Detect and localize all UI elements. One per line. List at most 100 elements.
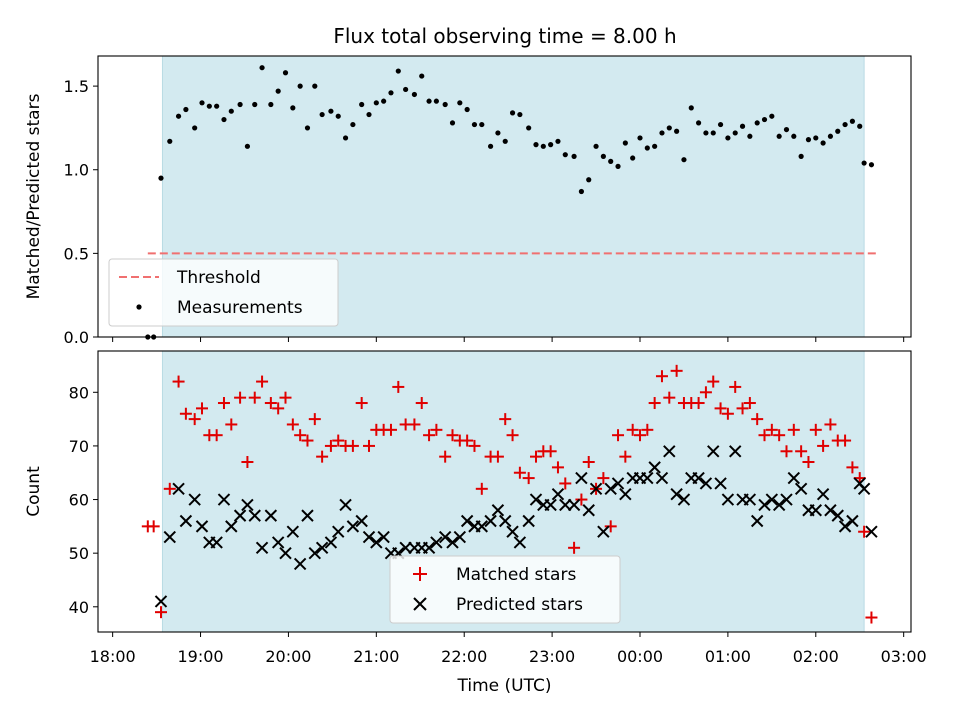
measurement-point: [761, 116, 768, 123]
matched-star-point: [839, 434, 852, 447]
measurement-point: [695, 120, 702, 126]
matched-star-point: [721, 407, 734, 420]
ratio-legend-box: [108, 258, 339, 327]
predicted-star-point: [339, 498, 352, 512]
measurement-point: [776, 133, 782, 139]
measurement-point: [433, 98, 439, 104]
measurement-point: [615, 163, 621, 169]
measurement-point: [688, 105, 694, 111]
measurement-point: [290, 105, 296, 111]
matched-star-point: [286, 418, 299, 431]
matched-star-point: [858, 525, 871, 538]
predicted-star-point: [655, 471, 669, 485]
matched-star-point: [699, 386, 712, 399]
predicted-star-point: [179, 514, 193, 528]
matched-star-point: [529, 450, 542, 463]
predicted-star-point: [677, 493, 691, 506]
measurement-point: [739, 123, 746, 129]
ratio-y-axis-label: Matched/Predicted stars: [24, 93, 44, 299]
measurement-point: [366, 111, 372, 118]
matched-star-point: [551, 461, 564, 474]
matched-star-point: [559, 477, 572, 490]
matched-star-point: [773, 429, 786, 442]
matched-star-point: [597, 472, 610, 485]
measurement-point: [562, 152, 568, 158]
measurement-point: [674, 128, 680, 134]
predicted-star-point: [499, 514, 512, 528]
matched-star-point: [446, 429, 459, 442]
matched-star-point: [758, 429, 771, 442]
matched-star-point: [641, 423, 654, 436]
measurement-point: [495, 130, 501, 136]
measurement-point: [861, 160, 867, 166]
matched-star-point: [279, 391, 292, 404]
x-tick-label: 01:00: [705, 647, 751, 666]
matched-star-point: [324, 439, 337, 452]
measurement-point: [659, 130, 665, 136]
predicted-star-point: [575, 471, 588, 485]
ratio-y-ticks: 0.0 0.5 1.0 1.5: [64, 77, 98, 347]
measurement-point: [710, 130, 716, 136]
y-tick-label: 1.5: [64, 77, 89, 96]
matched-star-point: [751, 413, 764, 426]
matched-star-point: [707, 375, 720, 388]
predicted-star-point: [597, 525, 610, 538]
count-axes-frame: [97, 350, 912, 633]
predicted-star-point: [758, 498, 771, 512]
predicted-star-point: [370, 536, 383, 549]
matched-star-point: [626, 423, 639, 436]
matched-star-point: [612, 429, 625, 442]
ratio-x-ticks: [112, 337, 905, 342]
predicted-star-point: [831, 509, 844, 522]
predicted-star-point: [163, 530, 176, 544]
matched-star-point: [256, 375, 269, 388]
predicted-star-point: [750, 514, 764, 528]
measurement-point: [158, 175, 164, 181]
measurement-point: [526, 125, 532, 131]
predicted-star-point: [809, 504, 822, 517]
count-y-ticks: 40 50 60 70 80: [69, 383, 98, 617]
matched-star-point: [272, 402, 285, 415]
predicted-star-point: [765, 493, 779, 506]
matched-star-point: [544, 445, 557, 458]
matched-star-point: [163, 482, 176, 495]
measurement-point: [754, 120, 760, 126]
measurement-point: [681, 157, 687, 163]
matched-star-point: [787, 423, 800, 436]
predicted-star-point: [865, 525, 878, 538]
measurement-point: [813, 135, 819, 141]
measurement-point: [350, 121, 356, 128]
measurement-point: [319, 111, 325, 118]
predicted-star-point: [233, 509, 247, 522]
predicted-star-point: [692, 471, 705, 485]
predicted-star-point: [308, 546, 322, 560]
predicted-star-point: [604, 482, 617, 496]
predicted-star-point: [430, 536, 443, 549]
measurement-point: [252, 101, 258, 108]
measurement-point: [237, 101, 243, 108]
x-axis-label: Time (UTC): [457, 676, 552, 696]
matched-star-point: [423, 429, 436, 442]
matched-star-point: [154, 606, 167, 619]
measurement-point: [805, 137, 812, 143]
measurement-point: [221, 116, 227, 123]
matched-star-point: [332, 434, 345, 447]
x-tick-label: 18:00: [90, 647, 136, 666]
predicted-star-point: [293, 557, 307, 571]
measurement-point: [268, 101, 274, 108]
matched-star-point: [846, 461, 859, 474]
count-panel: 40 50 60 70 80 18:00 19:00 20:00 21:00 22:00 23:0…: [24, 350, 927, 696]
measurement-point: [471, 121, 478, 128]
x-tick-label: 20:00: [265, 647, 311, 666]
measurement-point: [703, 130, 709, 136]
measurement-point: [571, 153, 577, 159]
matched-star-point: [663, 391, 676, 404]
measurement-point: [842, 121, 848, 128]
measurement-point: [820, 140, 826, 146]
predicted-star-point: [438, 530, 452, 544]
matched-star-point: [301, 434, 314, 447]
count-legend-box: [389, 555, 621, 624]
predicted-stars-series: [154, 445, 878, 608]
measurement-point: [578, 188, 585, 195]
ratio-measurements: [145, 65, 875, 340]
